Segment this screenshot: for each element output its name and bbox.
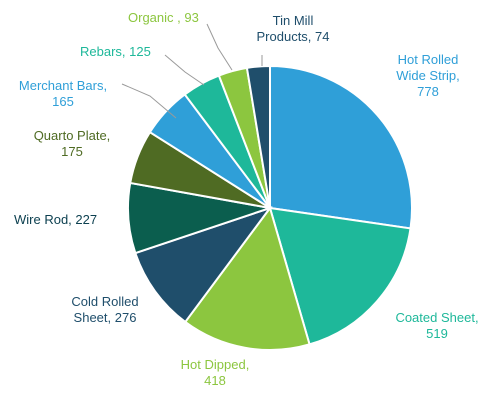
pie-slice-cold-rolled-sheet (134, 206, 273, 324)
leader-line (121, 83, 177, 119)
label-hot-rolled-wide-strip: Hot Rolled Wide Strip, 778 (396, 52, 460, 99)
label-rebars: Rebars, 125 (80, 44, 151, 59)
label-cold-rolled-sheet: Cold Rolled Sheet, 276 (71, 294, 139, 325)
pie-slice-coated-sheet (268, 206, 412, 346)
label-merchant-bars: Merchant Bars, 165 (18, 78, 108, 109)
label-tin-mill-products: Tin Mill Products, 74 (256, 13, 330, 44)
pie-slice-hot-rolled-wide-strip (269, 64, 413, 230)
pie-slice-hot-dipped (183, 205, 311, 351)
label-quarto-plate: Quarto Plate, 175 (33, 128, 111, 159)
leader-line (206, 23, 233, 71)
leader-line (164, 54, 205, 86)
pie-slices (127, 64, 413, 351)
pie-slice-tin-mill-products (245, 64, 271, 209)
leader-lines (121, 23, 263, 119)
label-coated-sheet: Coated Sheet, 519 (395, 310, 479, 341)
label-hot-dipped: Hot Dipped, 418 (180, 357, 250, 388)
label-wire-rod: Wire Rod, 227 (14, 212, 98, 227)
label-organic: Organic , 93 (128, 10, 199, 25)
